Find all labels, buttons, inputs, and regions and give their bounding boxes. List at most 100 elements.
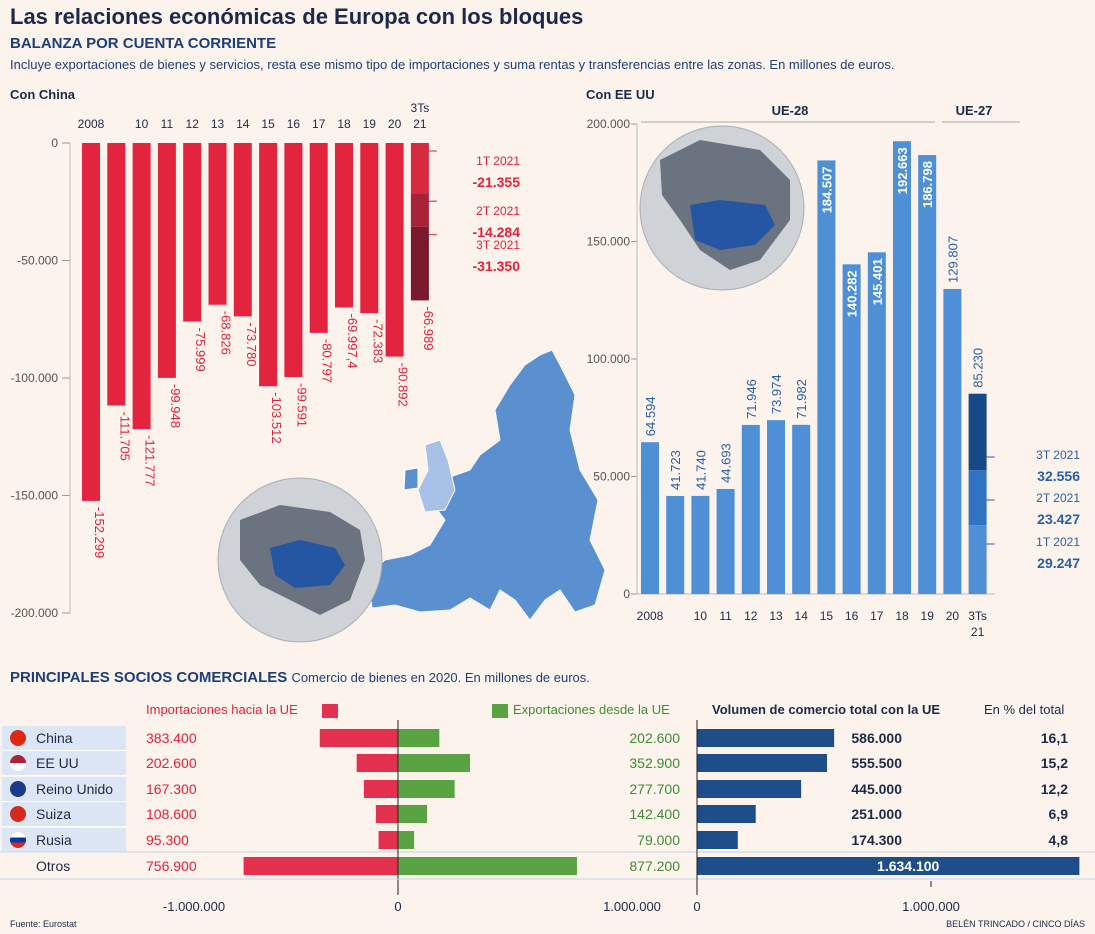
page-subtitle: BALANZA POR CUENTA CORRIENTE [10, 35, 277, 52]
source-note: Fuente: Eurostat [10, 919, 77, 929]
us-value-label: 41.723 [668, 450, 683, 490]
us-bar [767, 420, 785, 594]
china-x-tick: 18 [337, 117, 351, 131]
partners-subtitle: Comercio de bienes en 2020. En millones … [291, 670, 590, 685]
pct-value: 44,8 [1040, 858, 1068, 874]
partner-cell: EE UU [2, 751, 126, 776]
us-bar-quarter-segment [968, 470, 987, 526]
imports-value: 167.300 [146, 781, 197, 797]
table-row: Suiza 108.600 142.400 6,9 [0, 802, 1095, 827]
us-bottom-21-label: 21 [971, 625, 985, 639]
exports-value: 79.000 [637, 832, 680, 848]
china-bar-quarter-segment [410, 143, 429, 194]
china-x-tick: 14 [236, 117, 250, 131]
us-bar [691, 495, 710, 594]
us-bar [792, 424, 811, 594]
china-value-label: -103.512 [269, 392, 284, 443]
us-value-label: 64.594 [643, 396, 658, 436]
pct-value: 16,1 [1040, 730, 1068, 746]
us-x-tick: 18 [895, 609, 909, 623]
china-x-tick: 19 [363, 117, 377, 131]
china-bar [233, 143, 252, 317]
china-quarter-value: -14.284 [473, 224, 521, 240]
china-bar [183, 143, 202, 322]
china-bar [82, 143, 100, 501]
us-value-label: 186.798 [920, 161, 935, 208]
total-axis-tick: 1.000.000 [902, 899, 960, 914]
china-quarter-value: -21.355 [473, 174, 521, 190]
us-y-tick: 50.000 [593, 470, 630, 484]
imports-value: 108.600 [146, 806, 197, 822]
china-bar [284, 143, 303, 378]
us-bar [867, 252, 886, 594]
china-value-label: -80.797 [320, 339, 335, 383]
china-value-label: -73.780 [244, 322, 259, 366]
us-quarter-label: 3T 2021 [1036, 448, 1080, 462]
china-bar-quarter-segment [410, 226, 429, 301]
exports-value: 277.700 [629, 781, 680, 797]
us-bar [641, 442, 659, 594]
pct-value: 4,8 [1048, 832, 1068, 848]
us-bar [943, 288, 962, 594]
china-quarter-value: -31.350 [473, 258, 521, 274]
china-bar [132, 143, 151, 430]
china-bar [208, 143, 227, 305]
table-row: Reino Unido 167.300 277.700 12,2 [0, 777, 1095, 802]
us-bar [893, 141, 911, 594]
china-bar [385, 143, 404, 357]
table-row: China 383.400 202.600 16,1 [0, 726, 1095, 751]
us-x-tick: 20 [946, 609, 960, 623]
total-axis-tick: 0 [693, 899, 700, 914]
europe-map-icon [367, 349, 606, 621]
flag-icon [10, 781, 26, 797]
china-y-tick: -150.000 [11, 489, 59, 503]
china-bar [157, 143, 176, 378]
partners-title: PRINCIPALES SOCIOS COMERCIALES [10, 669, 288, 686]
usa-shape-icon [690, 200, 775, 250]
imports-value: 756.900 [146, 858, 197, 874]
us-y-tick: 200.000 [587, 117, 631, 131]
china-x-tick: 16 [287, 117, 301, 131]
total-header: Volumen de comercio total con la UE [712, 702, 941, 717]
china-bar-quarter-segment [410, 193, 429, 227]
us-value-label: 44.693 [719, 443, 734, 483]
china-x-tick: 13 [211, 117, 225, 131]
us-bar-quarter-segment [968, 525, 987, 594]
imports-value: 202.600 [146, 755, 197, 771]
china-quarter-label: 3T 2021 [476, 238, 520, 252]
us-bar-quarter-segment [968, 393, 987, 471]
china-x-tick: 15 [261, 117, 275, 131]
china-value-label: -66.989 [421, 306, 436, 350]
china-x-tick: 10 [135, 117, 149, 131]
china-y-tick: 0 [51, 136, 58, 150]
table-row: Rusia 95.300 79.000 4,8 [0, 828, 1095, 853]
china-value-label: -99.948 [168, 384, 183, 428]
china-bar [259, 143, 278, 387]
china-value-label: -90.892 [396, 363, 411, 407]
partner-name: Suiza [36, 806, 72, 822]
credit-note: BELÉN TRINCADO / CINCO DÍAS [946, 919, 1085, 929]
trade-axis-tick: 0 [394, 899, 401, 914]
us-value-label: 145.401 [870, 258, 885, 305]
china-y-tick: -50.000 [17, 254, 58, 268]
china-value-label: -152.299 [92, 507, 107, 558]
partner-cell: Rusia [2, 828, 126, 853]
china-3ts-label: 3Ts [411, 101, 430, 115]
china-value-label: -99.591 [294, 383, 309, 427]
china-x-tick: 12 [186, 117, 200, 131]
ireland-map-icon [403, 467, 419, 491]
china-value-label: -121.777 [143, 435, 158, 486]
imports-legend-swatch [322, 704, 338, 718]
us-quarter-label: 2T 2021 [1036, 491, 1080, 505]
china-value-label: -75.999 [193, 328, 208, 372]
us-x-tick: 15 [820, 609, 834, 623]
us-x-tick: 10 [694, 609, 708, 623]
china-panel-label: Con China [10, 87, 75, 102]
china-x-tick: 11 [161, 117, 174, 131]
us-x-tick: 12 [744, 609, 758, 623]
us-chart: 200.000 150.000 100.000 50.000 0 UE-28 UE-27 20… [587, 103, 1081, 639]
us-x-tick: 3Ts [968, 609, 987, 623]
china-bar [107, 143, 126, 406]
china-x-tick: 21 [413, 117, 427, 131]
china-value-label: -111.705 [117, 412, 132, 461]
